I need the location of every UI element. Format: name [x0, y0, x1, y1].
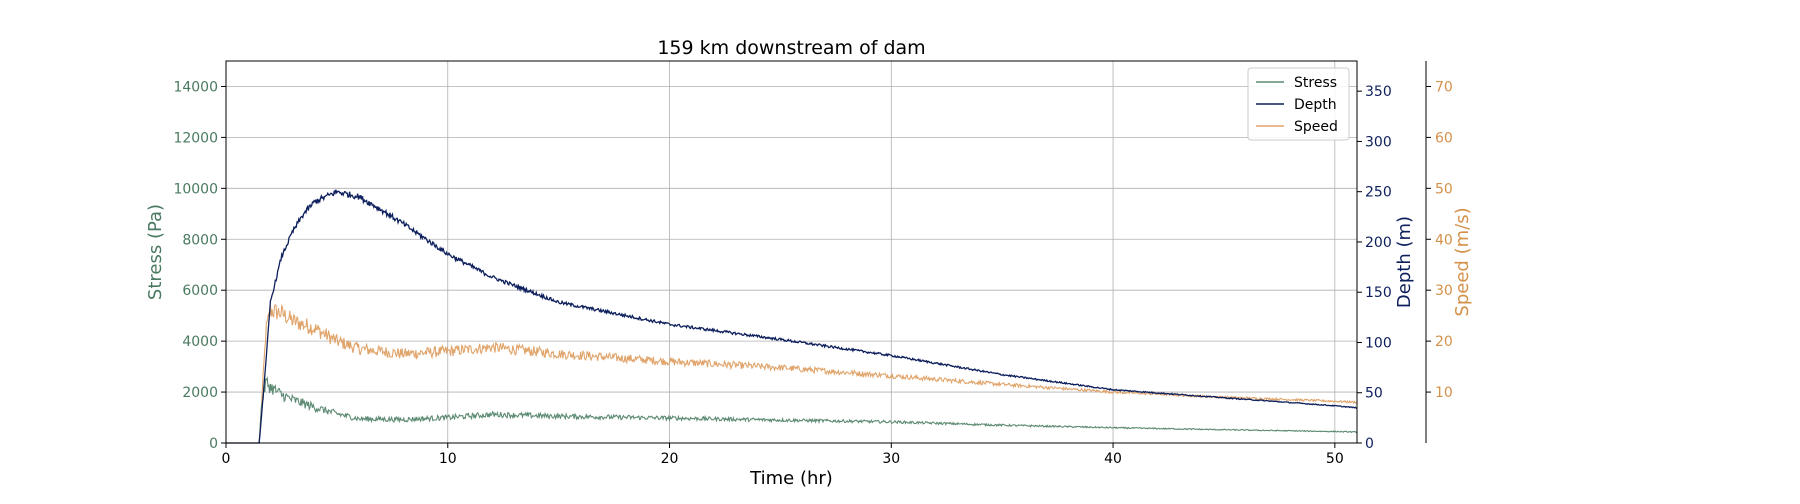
legend-label: Stress	[1294, 75, 1337, 91]
x-tick-label: 50	[1326, 451, 1344, 467]
speed-tick-label: 40	[1435, 232, 1453, 248]
speed-tick-label: 50	[1435, 181, 1453, 197]
series-line-stress	[226, 376, 1358, 444]
series-line-speed	[226, 303, 1358, 444]
stress-tick-label: 0	[209, 436, 218, 452]
stress-tick-label: 10000	[173, 181, 218, 197]
x-axis-label: Time (hr)	[749, 468, 833, 489]
stress-tick-label: 14000	[173, 79, 218, 95]
depth-tick-label: 100	[1365, 335, 1392, 351]
x-tick-label: 20	[661, 451, 679, 467]
speed-tick-label: 70	[1435, 79, 1453, 95]
stress-tick-label: 6000	[182, 283, 218, 299]
speed-tick-label: 30	[1435, 283, 1453, 299]
x-tick-label: 40	[1104, 451, 1122, 467]
legend-label: Depth	[1294, 97, 1337, 113]
x-tick-label: 10	[439, 451, 457, 467]
speed-tick-label: 20	[1435, 334, 1453, 350]
stress-axis-label: Stress (Pa)	[145, 204, 166, 300]
stress-tick-label: 8000	[182, 232, 218, 248]
chart-title: 159 km downstream of dam	[657, 37, 925, 59]
speed-tick-label: 10	[1435, 385, 1453, 401]
depth-tick-label: 200	[1365, 235, 1392, 251]
grid-lines	[225, 61, 1357, 444]
depth-tick-label: 350	[1365, 84, 1392, 100]
stress-tick-label: 12000	[173, 130, 218, 146]
legend-label: Speed	[1294, 119, 1338, 135]
series-line-depth	[226, 189, 1358, 444]
legend: Stress Depth Speed	[1247, 67, 1350, 141]
plot-frame	[225, 60, 1358, 444]
stress-tick-label: 4000	[182, 334, 218, 350]
series-layer	[226, 189, 1358, 444]
depth-tick-label: 0	[1365, 436, 1374, 452]
x-tick-label: 0	[222, 451, 231, 467]
depth-tick-label: 300	[1365, 134, 1392, 150]
speed-tick-label: 60	[1435, 130, 1453, 146]
depth-tick-label: 150	[1365, 285, 1392, 301]
axes-layer: 0 10 20 30 40 5002000400060008000100001200014…	[173, 61, 1453, 467]
depth-tick-label: 50	[1365, 386, 1383, 402]
legend-box	[1247, 67, 1350, 141]
depth-tick-label: 250	[1365, 185, 1392, 201]
depth-axis-label: Depth (m)	[1394, 216, 1415, 308]
stress-tick-label: 2000	[182, 385, 218, 401]
speed-axis-label: Speed (m/s)	[1452, 207, 1473, 316]
x-tick-label: 30	[882, 451, 900, 467]
